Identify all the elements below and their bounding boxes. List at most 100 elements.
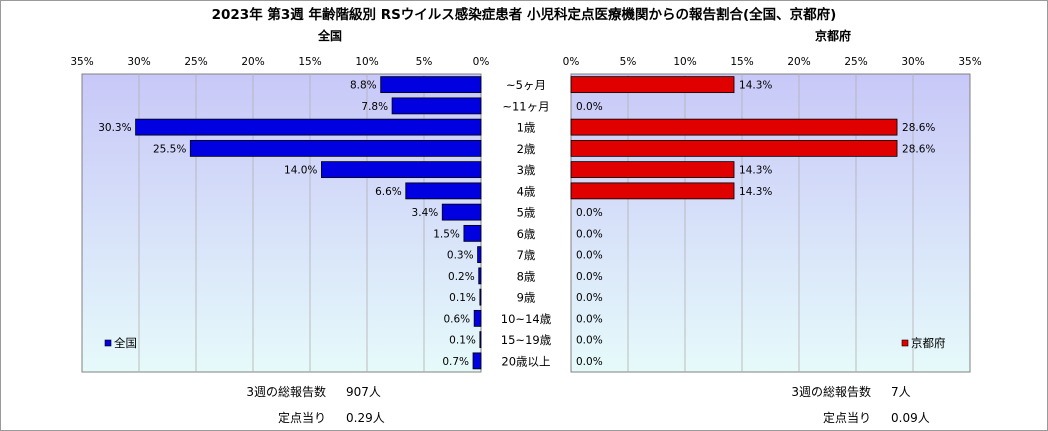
right-tick-label: 35%: [958, 56, 981, 68]
right-data-label: 0.0%: [576, 101, 603, 113]
right-data-label: 0.0%: [576, 356, 603, 368]
right-tick-labels: 0% 5% 10% 15% 20% 25% 30% 35%: [563, 56, 982, 68]
left-chart-panel: 35% 30% 25% 20% 15% 10% 5% 0% 8.8% 7.8% 30.3% 25.5…: [70, 56, 489, 373]
chart-title: 2023年 第3週 年齢階級別 RSウイルス感染症患者 小児科定点医療機関からの…: [212, 6, 837, 23]
right-data-labels: 14.3% 0.0% 28.6% 28.6% 14.3% 14.3% 0.0% 0.0% 0.0…: [576, 80, 935, 368]
right-chart-panel: 0% 5% 10% 15% 20% 25% 30% 35% 14.3% 0.0% 28.6% 28.…: [563, 56, 982, 373]
right-tick-label: 30%: [901, 56, 924, 68]
left-data-label: 3.4%: [412, 207, 439, 219]
right-summary: 3週の総報告数 7人 定点当り 0.09人: [791, 384, 929, 425]
left-total-value: 907人: [346, 385, 381, 399]
left-tick-label: 0%: [473, 56, 490, 68]
right-data-label: 14.3%: [739, 165, 772, 177]
right-data-label: 0.0%: [576, 271, 603, 283]
left-data-label: 0.6%: [443, 313, 470, 325]
left-tick-label: 30%: [127, 56, 150, 68]
age-category-label: 8歳: [517, 269, 536, 283]
age-category-label: 3歳: [517, 163, 536, 177]
right-per-value: 0.09人: [891, 411, 930, 425]
right-data-label: 28.6%: [902, 122, 935, 134]
age-category-label: 20歳以上: [501, 354, 550, 368]
right-data-label: 0.0%: [576, 292, 603, 304]
left-bar: [189, 139, 482, 157]
left-tick-label: 35%: [70, 56, 93, 68]
left-bar: [405, 182, 482, 200]
age-category-label: 15~19歳: [501, 333, 552, 347]
left-tick-labels: 35% 30% 25% 20% 15% 10% 5% 0%: [70, 56, 489, 68]
age-category-label: 7歳: [517, 248, 536, 262]
left-data-label: 0.1%: [449, 292, 476, 304]
left-legend-label: 全国: [114, 336, 137, 350]
right-per-label: 定点当り: [823, 410, 871, 425]
left-data-label: 0.3%: [447, 250, 474, 262]
right-data-label: 0.0%: [576, 228, 603, 240]
left-data-label: 0.2%: [448, 271, 475, 283]
left-plot-area: [81, 73, 482, 373]
right-data-label: 0.0%: [576, 207, 603, 219]
left-bar: [320, 161, 482, 179]
left-panel-title: 全国: [317, 28, 342, 43]
right-legend-swatch: [901, 339, 909, 347]
left-tick-label: 5%: [416, 56, 433, 68]
age-category-label: 4歳: [517, 184, 536, 198]
left-bar: [463, 224, 482, 242]
left-tick-label: 20%: [241, 56, 264, 68]
left-bar: [135, 118, 482, 136]
left-per-label: 定点当り: [278, 410, 326, 425]
left-bar: [478, 267, 482, 285]
right-tick-label: 10%: [673, 56, 696, 68]
left-data-label: 30.3%: [98, 122, 131, 134]
left-bar: [472, 352, 482, 370]
left-tick-label: 15%: [298, 56, 321, 68]
right-tick-label: 5%: [620, 56, 637, 68]
right-bar: [570, 118, 898, 136]
age-category-label: ~11ヶ月: [502, 99, 549, 113]
right-legend: 京都府: [901, 336, 946, 350]
right-data-label: 0.0%: [576, 313, 603, 325]
left-bar: [441, 203, 482, 221]
age-category-label: ~5ヶ月: [506, 78, 546, 92]
right-panel-title: 京都府: [815, 28, 851, 43]
age-category-label: 5歳: [517, 206, 536, 220]
left-data-label: 6.6%: [375, 186, 402, 198]
left-summary: 3週の総報告数 907人 定点当り 0.29人: [246, 384, 384, 425]
left-tick-label: 10%: [355, 56, 378, 68]
age-category-label: 1歳: [517, 121, 536, 135]
left-total-label: 3週の総報告数: [246, 384, 326, 399]
left-legend: 全国: [104, 336, 137, 350]
left-data-label: 8.8%: [350, 80, 377, 92]
left-data-label: 14.0%: [284, 165, 317, 177]
right-total-value: 7人: [891, 385, 911, 399]
left-data-label: 1.5%: [433, 228, 460, 240]
left-bar: [391, 97, 482, 115]
right-tick-label: 15%: [730, 56, 753, 68]
left-bar: [477, 246, 482, 264]
right-total-label: 3週の総報告数: [791, 384, 871, 399]
left-data-label: 0.7%: [442, 356, 469, 368]
age-category-label: 2歳: [517, 142, 536, 156]
right-data-label: 28.6%: [902, 143, 935, 155]
right-tick-label: 25%: [844, 56, 867, 68]
right-tick-label: 0%: [563, 56, 580, 68]
left-bars: [135, 76, 482, 370]
left-bar: [479, 288, 482, 306]
right-data-label: 0.0%: [576, 250, 603, 262]
left-tick-label: 25%: [184, 56, 207, 68]
right-bars: [570, 76, 898, 200]
left-per-value: 0.29人: [346, 411, 385, 425]
age-category-label: 9歳: [517, 291, 536, 305]
right-tick-label: 20%: [787, 56, 810, 68]
left-data-label: 0.1%: [449, 335, 476, 347]
right-legend-label: 京都府: [911, 336, 946, 350]
left-bar: [479, 331, 482, 349]
left-bar: [380, 76, 482, 94]
left-data-label: 25.5%: [153, 143, 186, 155]
age-category-labels: ~5ヶ月 ~11ヶ月 1歳 2歳 3歳 4歳 5歳 6歳 7歳 8歳 9歳 10~14歳 15~19歳 2…: [501, 78, 552, 368]
age-category-label: 6歳: [517, 227, 536, 241]
left-data-labels: 8.8% 7.8% 30.3% 25.5% 14.0% 6.6% 3.4% 1.5% 0.3% 0…: [98, 80, 476, 368]
left-legend-swatch: [104, 339, 112, 347]
age-category-label: 10~14歳: [501, 312, 552, 326]
right-bar: [570, 76, 735, 94]
left-bar: [473, 309, 482, 327]
